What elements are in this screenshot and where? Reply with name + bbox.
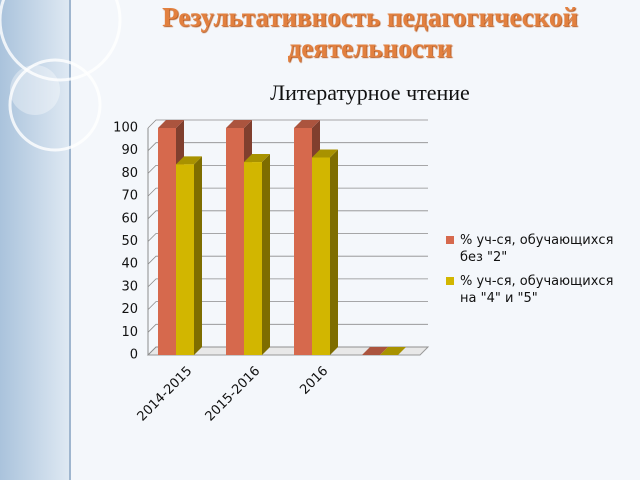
y-tick-label: 30 bbox=[121, 279, 138, 294]
bar bbox=[312, 157, 330, 355]
bar-top bbox=[312, 149, 338, 158]
legend: % уч-ся, обучающихся без "2" % уч-ся, обу… bbox=[446, 232, 626, 314]
x-tick-label: 2015-2016 bbox=[203, 364, 264, 425]
legend-item: % уч-ся, обучающихся без "2" bbox=[446, 232, 626, 266]
grid-line bbox=[147, 142, 428, 151]
bar-side bbox=[194, 156, 202, 355]
legend-swatch bbox=[446, 277, 454, 285]
deco-circle bbox=[10, 65, 60, 115]
bar bbox=[226, 128, 244, 355]
bar-top bbox=[362, 347, 388, 355]
y-tick-label: 0 bbox=[130, 348, 138, 363]
y-tick-label: 20 bbox=[121, 302, 138, 317]
bar-top bbox=[244, 154, 270, 163]
y-tick-label: 40 bbox=[121, 257, 138, 272]
bar-side bbox=[262, 154, 270, 355]
y-tick-label: 50 bbox=[121, 234, 138, 249]
y-tick-label: 80 bbox=[121, 166, 138, 181]
grid-line bbox=[147, 119, 428, 129]
bar bbox=[158, 128, 176, 355]
y-tick-label: 10 bbox=[121, 325, 138, 340]
bar-top bbox=[176, 156, 202, 165]
bar-top bbox=[158, 120, 184, 128]
legend-label: % уч-ся, обучающихся без "2" bbox=[460, 233, 614, 265]
legend-label: % уч-ся, обучающихся на "4" и "5" bbox=[460, 274, 614, 306]
x-tick-label: 2014-2015 bbox=[135, 364, 196, 425]
bar bbox=[294, 128, 312, 355]
deco-circle bbox=[0, 0, 122, 82]
bar-top bbox=[380, 347, 406, 355]
bar-side bbox=[330, 149, 338, 355]
legend-swatch bbox=[446, 236, 454, 244]
y-tick-label: 70 bbox=[121, 189, 138, 204]
y-tick-label: 60 bbox=[121, 211, 138, 226]
x-tick-label: 2016 bbox=[297, 364, 331, 398]
legend-item: % уч-ся, обучающихся на "4" и "5" bbox=[446, 273, 626, 307]
subtitle: Литературное чтение bbox=[270, 80, 470, 105]
bar-top bbox=[226, 120, 252, 128]
bar-top bbox=[294, 120, 320, 128]
title: Результативность педагогической деятельн… bbox=[162, 2, 578, 63]
bar bbox=[176, 164, 194, 355]
y-tick-label: 100 bbox=[113, 121, 138, 136]
deco-circle bbox=[8, 58, 102, 152]
y-tick-label: 90 bbox=[121, 143, 138, 158]
bar bbox=[244, 162, 262, 355]
